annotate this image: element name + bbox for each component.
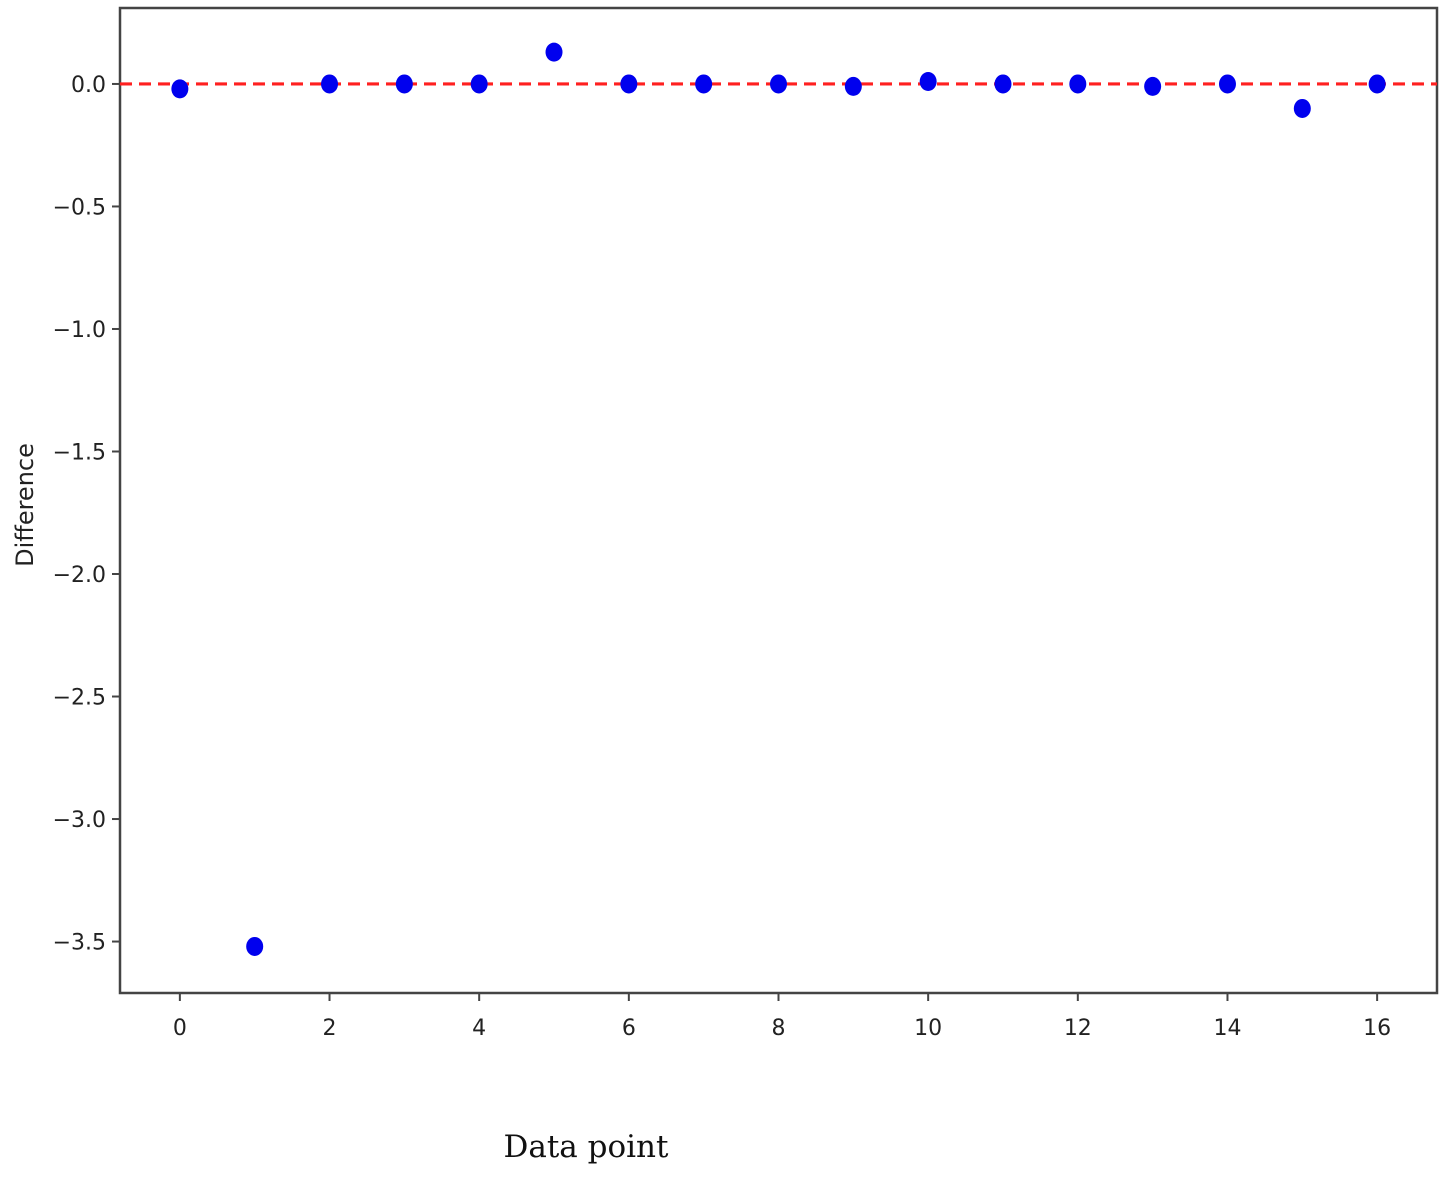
data-point <box>770 74 787 94</box>
data-points-layer <box>171 42 1386 956</box>
x-tick-label: 6 <box>622 1016 636 1041</box>
y-tick-label: 0.0 <box>71 73 106 98</box>
y-tick-label: −2.5 <box>53 686 106 711</box>
x-axis-label: Data point <box>504 1129 670 1165</box>
data-point <box>1293 98 1311 118</box>
x-tick-label: 14 <box>1213 1016 1241 1041</box>
data-point <box>1368 74 1386 94</box>
x-tick-label: 10 <box>914 1016 942 1041</box>
x-tick-label: 4 <box>472 1016 486 1041</box>
x-tick-label: 8 <box>772 1016 786 1041</box>
y-tick-label: −3.0 <box>53 808 106 833</box>
y-tick-label: −3.5 <box>53 931 106 956</box>
data-point <box>171 79 189 99</box>
x-tick-label: 16 <box>1363 1016 1391 1041</box>
x-tick-label: 0 <box>173 1016 187 1041</box>
data-point <box>844 76 862 96</box>
x-axis-ticks: 0 2 4 6 8 10 12 14 16 <box>173 993 1391 1041</box>
data-point <box>919 72 937 92</box>
x-tick-label: 12 <box>1064 1016 1092 1041</box>
y-axis-ticks: 0.0 −0.5 −1.0 −1.5 −2.0 −2.5 −3.0 −3.5 <box>53 73 120 956</box>
y-tick-label: −1.5 <box>53 440 106 465</box>
y-tick-label: −0.5 <box>53 195 106 220</box>
x-tick-label: 2 <box>323 1016 337 1041</box>
y-axis-label: Difference <box>11 443 39 567</box>
data-point <box>994 74 1012 94</box>
data-point <box>1218 74 1236 94</box>
data-point <box>620 74 638 94</box>
data-point <box>246 936 264 956</box>
data-point <box>1144 76 1162 96</box>
data-point <box>545 42 563 62</box>
data-point <box>470 74 488 94</box>
data-point <box>395 74 413 94</box>
data-point <box>1069 74 1087 94</box>
data-point <box>695 74 713 94</box>
y-tick-label: −1.0 <box>53 318 106 343</box>
y-tick-label: −2.0 <box>53 563 106 588</box>
data-point <box>321 74 339 94</box>
